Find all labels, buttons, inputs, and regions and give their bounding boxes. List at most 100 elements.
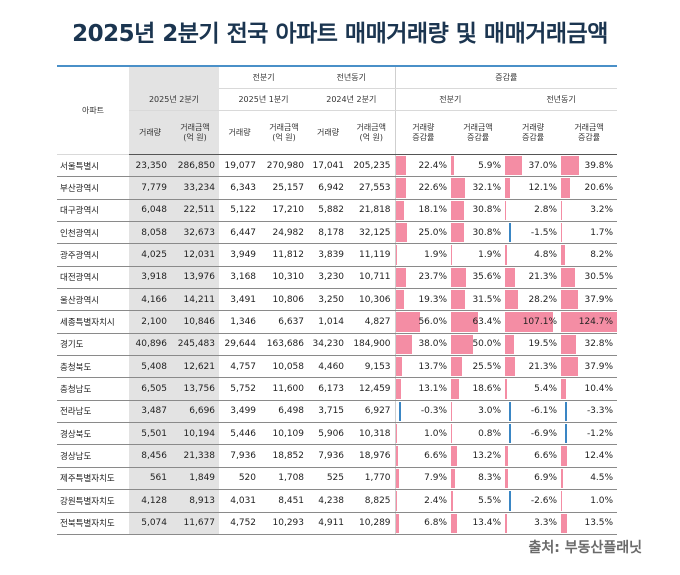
cell-py-amt: 10,306: [348, 288, 396, 312]
positive-change-bar: [395, 223, 407, 243]
cell-q1-amt: 24,982: [260, 221, 309, 245]
table-row: 울산광역시 4,166 14,211 3,491 10,806 3,250 10,306 19…: [57, 288, 618, 312]
change-value: 7.9%: [424, 473, 448, 484]
cell-vol: 561: [129, 467, 171, 491]
positive-change-bar: [451, 200, 465, 221]
cell-amt: 21,338: [171, 444, 220, 468]
change-value: 23.7%: [418, 272, 448, 283]
change-value: -6.9%: [530, 428, 558, 439]
change-value: 22.4%: [418, 160, 448, 171]
cell-vol: 3,487: [129, 400, 171, 424]
positive-change-bar: [561, 267, 575, 288]
change-value: 21.3%: [528, 361, 558, 372]
positive-change-bar: [395, 513, 399, 533]
change-rate-header: 증감률: [395, 66, 618, 89]
cell-py-amt: 32,125: [348, 221, 396, 245]
cell-q1-vol: 5,446: [219, 422, 261, 446]
cell-amt: 12,621: [171, 355, 220, 379]
cell-change-qa: 25.5%: [451, 355, 506, 379]
cell-change-yv: 12.1%: [505, 176, 562, 200]
change-value: 3.2%: [590, 205, 614, 216]
cell-change-qv: 6.8%: [395, 512, 452, 535]
cell-amt: 33,234: [171, 176, 220, 200]
cell-change-qa: 5.5%: [451, 489, 506, 513]
cell-q1-vol: 3,499: [219, 400, 261, 424]
positive-change-bar: [395, 312, 421, 332]
cell-amt: 22,511: [171, 199, 220, 223]
cell-py-amt: 4,827: [348, 310, 396, 334]
cell-q1-vol: 3,168: [219, 266, 261, 290]
q1-amount-col-header: 거래금액 (억 원): [260, 110, 309, 155]
positive-change-bar: [395, 200, 404, 221]
change-value: -1.2%: [586, 428, 614, 439]
cell-amt: 12,031: [171, 243, 220, 267]
cell-q1-amt: 6,498: [260, 400, 309, 424]
cell-change-yv: 6.6%: [505, 444, 562, 468]
cell-change-yv: 37.0%: [505, 154, 562, 178]
cell-amt: 245,483: [171, 333, 220, 357]
cell-change-yv: -2.6%: [505, 489, 562, 513]
positive-change-bar: [561, 200, 563, 221]
cell-q1-amt: 17,210: [260, 199, 309, 223]
cell-q1-amt: 10,806: [260, 288, 309, 312]
cell-q1-amt: 163,686: [260, 333, 309, 357]
change-value: -2.6%: [530, 495, 558, 506]
change-value: 5.9%: [478, 160, 502, 171]
cell-change-yv: -6.9%: [505, 422, 562, 446]
cell-py-amt: 9,153: [348, 355, 396, 379]
change-prev-year-header: 전년동기: [505, 88, 618, 111]
positive-change-bar: [505, 245, 508, 265]
positive-change-bar: [395, 357, 402, 377]
cell-py-amt: 1,770: [348, 467, 396, 491]
region-name: 인천광역시: [57, 221, 129, 245]
cell-change-qv: 1.0%: [395, 422, 452, 446]
positive-change-bar: [561, 446, 567, 466]
positive-change-bar: [451, 156, 454, 176]
change-value: 31.5%: [472, 294, 502, 305]
cell-amt: 1,849: [171, 467, 220, 491]
table-row: 부산광역시 7,779 33,234 6,343 25,157 6,942 27,553 22…: [57, 176, 618, 200]
region-name: 부산광역시: [57, 176, 129, 200]
change-value: 37.0%: [528, 160, 558, 171]
positive-change-bar: [395, 468, 400, 489]
table-body: 서울특별시 23,350 286,850 19,077 270,980 17,041 205…: [57, 154, 618, 535]
region-name: 경기도: [57, 333, 129, 357]
change-value: -0.3%: [420, 406, 448, 417]
cell-q1-vol: 19,077: [219, 154, 261, 178]
cell-change-ya: 4.5%: [561, 467, 618, 491]
cell-q1-amt: 270,980: [260, 154, 309, 178]
cell-py-vol: 17,041: [308, 154, 349, 178]
negative-change-bar: [509, 491, 512, 511]
region-name: 광주광역시: [57, 243, 129, 267]
yoy-volume-change-header: 거래량 증감률: [505, 110, 562, 155]
change-value: 1.0%: [590, 495, 614, 506]
cell-q1-vol: 4,757: [219, 355, 261, 379]
cell-change-ya: 124.7%: [561, 310, 618, 334]
change-value: 30.8%: [472, 205, 502, 216]
cell-change-yv: 19.5%: [505, 333, 562, 357]
cell-change-qa: 1.9%: [451, 243, 506, 267]
yoy-amount-change-header: 거래금액 증감률: [561, 110, 618, 155]
cell-change-ya: 1.0%: [561, 489, 618, 513]
positive-change-bar: [451, 446, 457, 466]
cell-py-amt: 10,318: [348, 422, 396, 446]
positive-change-bar: [395, 290, 405, 310]
positive-change-bar: [451, 245, 452, 265]
prev-quarter-header: 전분기: [219, 66, 309, 89]
positive-change-bar: [505, 334, 514, 355]
change-value: 13.1%: [418, 384, 448, 395]
positive-change-bar: [505, 379, 508, 399]
cell-py-vol: 4,238: [308, 489, 349, 513]
region-name: 전북특별자치도: [57, 512, 129, 535]
cell-py-vol: 3,250: [308, 288, 349, 312]
cell-vol: 5,501: [129, 422, 171, 446]
change-value: 1.9%: [478, 250, 502, 261]
positive-change-bar: [561, 513, 568, 533]
change-value: 12.1%: [528, 183, 558, 194]
table-row: 강원특별자치도 4,128 8,913 4,031 8,451 4,238 8,825 2.4…: [57, 489, 618, 513]
apartment-transactions-table: 아파트 2025년 2분기 전분기 전년동기 증감률 2025년 1분기 202…: [57, 65, 618, 535]
positive-change-bar: [451, 513, 457, 533]
change-value: 6.8%: [424, 518, 448, 529]
cell-change-ya: 39.8%: [561, 154, 618, 178]
source-credit: 출처: 부동산플래닛: [528, 540, 642, 556]
